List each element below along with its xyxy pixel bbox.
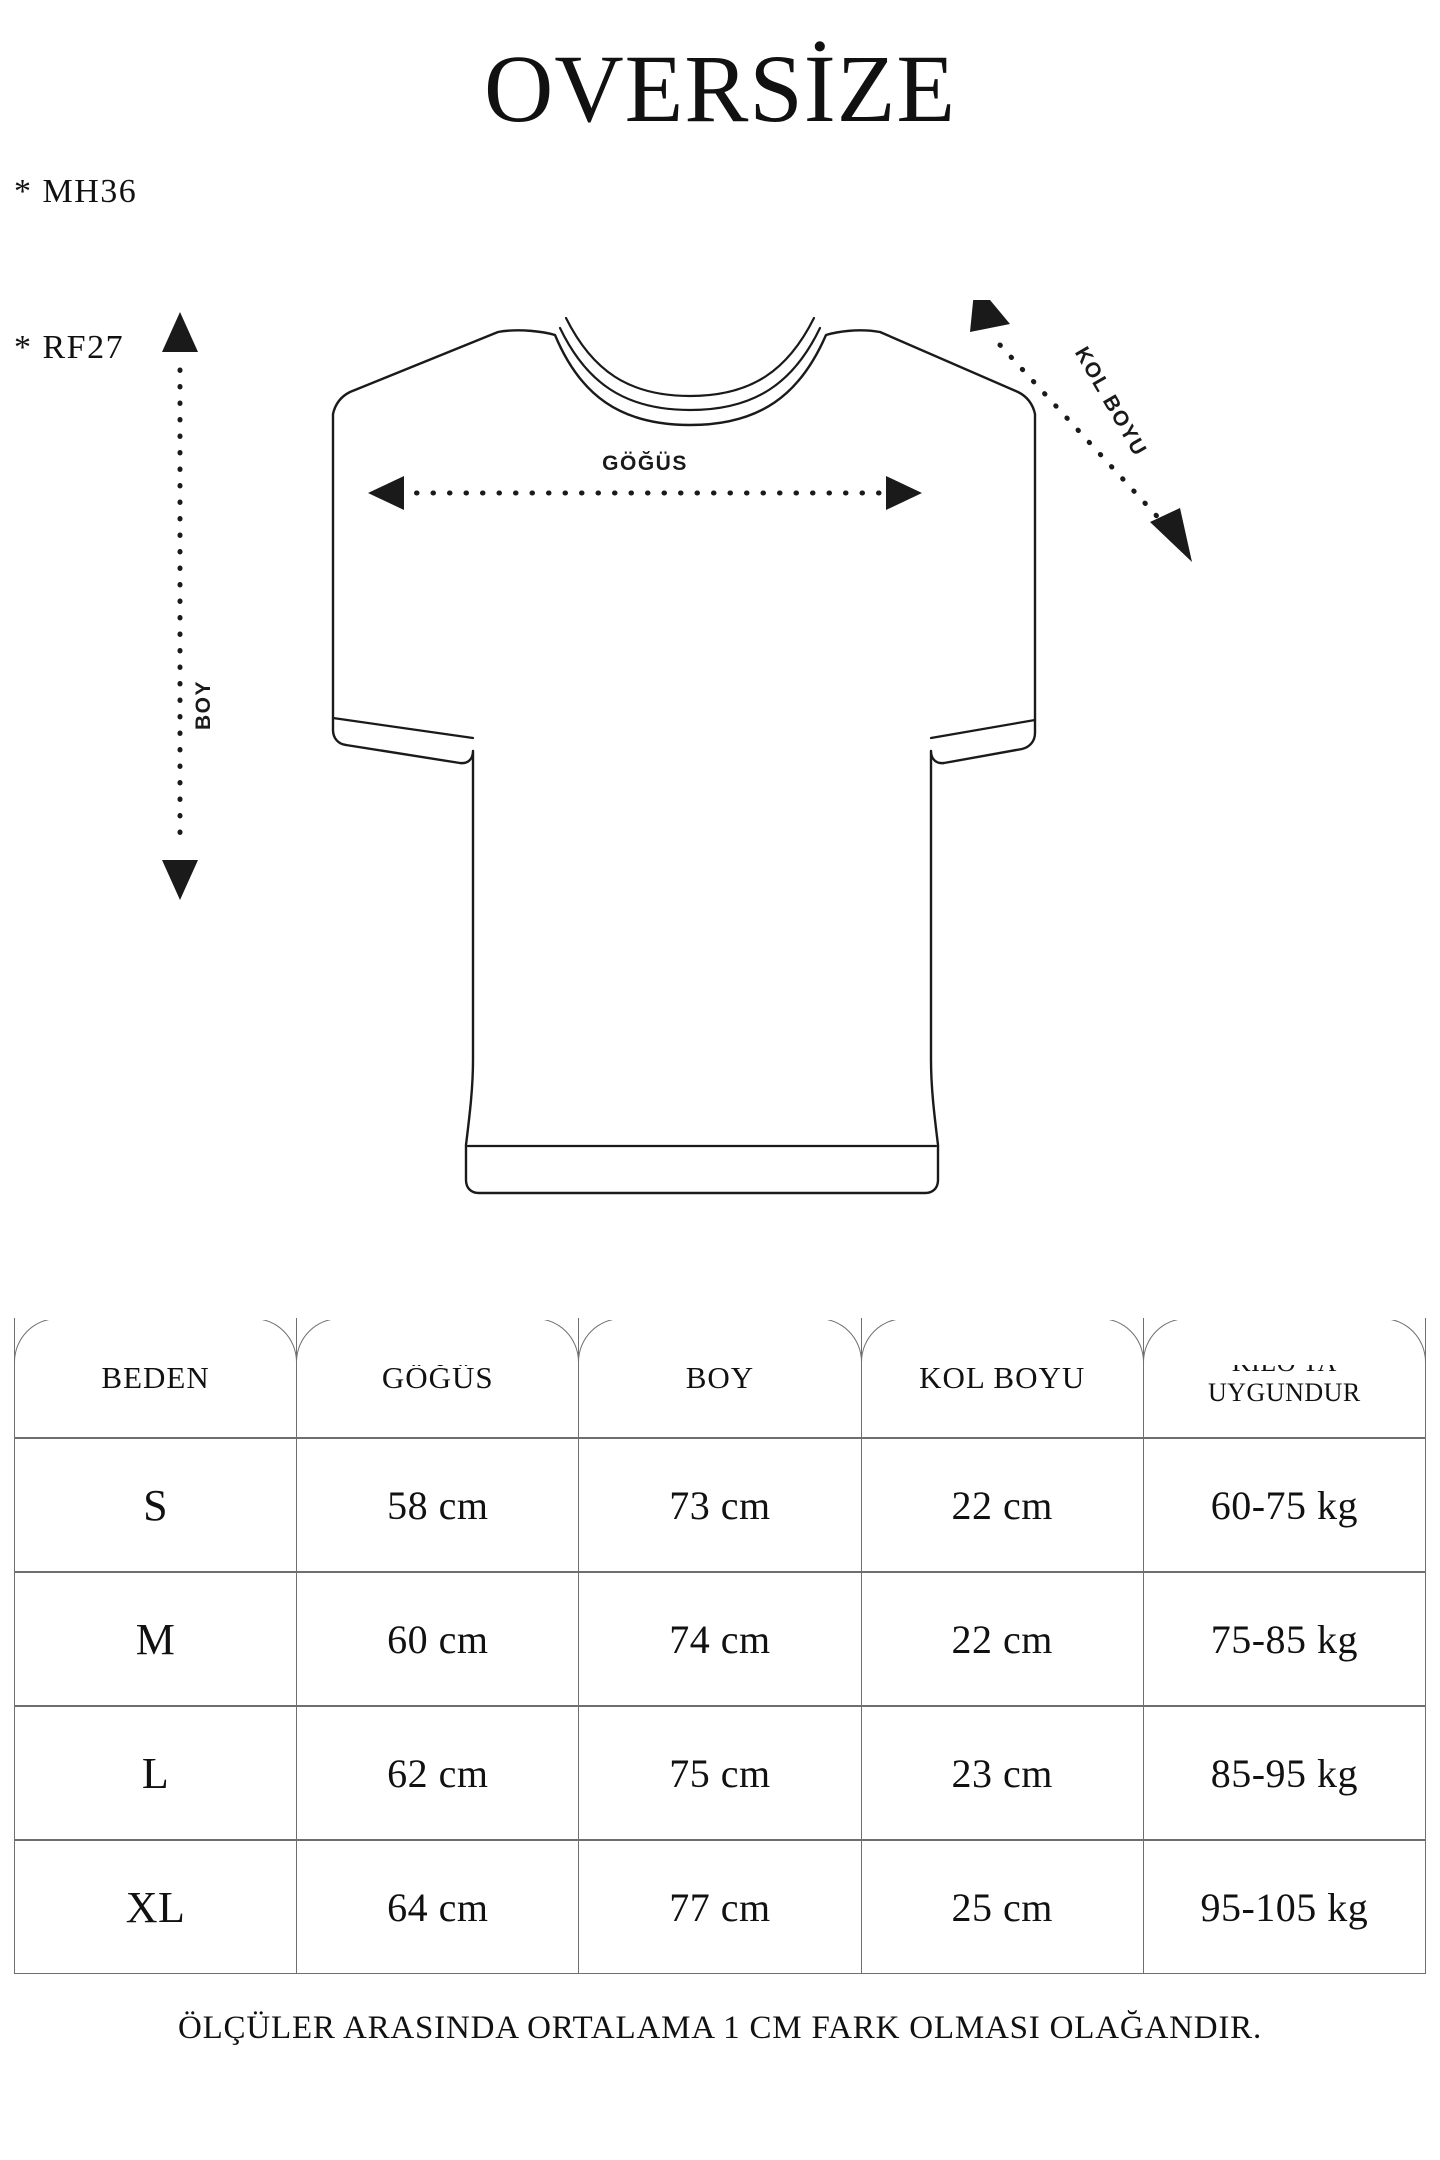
- column-header-gogus: GÖĞÜS: [296, 1317, 581, 1439]
- tshirt-measurement-diagram: GÖĞÜS BOY KOL BOYU: [0, 300, 1440, 1240]
- sleeve-arrow-top: [970, 300, 1010, 332]
- column-header-beden: BEDEN: [13, 1317, 298, 1439]
- cell-boy: 73 cm: [578, 1437, 862, 1573]
- cell-beden: S: [13, 1437, 298, 1573]
- chest-label: GÖĞÜS: [602, 451, 688, 475]
- column-header-kilo-line1: KİLO'YA: [1231, 1348, 1337, 1377]
- cell-gogus: 62 cm: [296, 1705, 580, 1841]
- table-header-row: BEDEN GÖĞÜS BOY KOL BOYU KİLO'YA UYGUNDU…: [13, 1317, 1427, 1439]
- cell-boy: 74 cm: [578, 1571, 862, 1707]
- cell-boy: 75 cm: [578, 1705, 862, 1841]
- page-title: OVERSİZE: [484, 35, 956, 142]
- size-chart-table: BEDEN GÖĞÜS BOY KOL BOYU KİLO'YA UYGUNDU…: [13, 1317, 1427, 1974]
- cell-kol-boyu: 25 cm: [860, 1839, 1144, 1974]
- chest-arrow-right: [886, 476, 922, 510]
- cell-kol-boyu: 22 cm: [860, 1437, 1144, 1573]
- table-row: XL 64 cm 77 cm 25 cm 95-105 kg: [13, 1839, 1427, 1974]
- length-arrow-top: [162, 312, 198, 352]
- cell-beden: M: [13, 1571, 298, 1707]
- cell-gogus: 64 cm: [296, 1839, 580, 1974]
- column-header-kol-boyu: KOL BOYU: [860, 1317, 1145, 1439]
- cell-beden: XL: [13, 1839, 298, 1974]
- page-header: * MH36 * RF27 OVERSİZE: [0, 0, 1440, 366]
- column-header-kol-boyu-label: KOL BOYU: [919, 1360, 1086, 1395]
- table-row: L 62 cm 75 cm 23 cm 85-95 kg: [13, 1705, 1427, 1841]
- column-header-beden-label: BEDEN: [101, 1360, 210, 1395]
- chest-dimension: GÖĞÜS: [368, 451, 922, 510]
- cell-kilo: 85-95 kg: [1142, 1705, 1427, 1841]
- product-code-1: * MH36: [14, 173, 138, 210]
- cell-kilo: 75-85 kg: [1142, 1571, 1427, 1707]
- cell-gogus: 58 cm: [296, 1437, 580, 1573]
- length-arrow-bottom: [162, 860, 198, 900]
- table-row: S 58 cm 73 cm 22 cm 60-75 kg: [13, 1437, 1427, 1573]
- cell-kilo: 95-105 kg: [1142, 1839, 1427, 1974]
- cell-gogus: 60 cm: [296, 1571, 580, 1707]
- measurement-tolerance-note: ÖLÇÜLER ARASINDA ORTALAMA 1 CM FARK OLMA…: [177, 2010, 1263, 2046]
- cell-boy: 77 cm: [578, 1839, 862, 1974]
- table-row: M 60 cm 74 cm 22 cm 75-85 kg: [13, 1571, 1427, 1707]
- cell-beden: L: [13, 1705, 298, 1841]
- chest-arrow-left: [368, 476, 404, 510]
- column-header-kilo: KİLO'YA UYGUNDUR: [1142, 1317, 1427, 1439]
- column-header-boy-label: BOY: [685, 1360, 755, 1395]
- cell-kol-boyu: 23 cm: [860, 1705, 1144, 1841]
- length-dimension: BOY: [162, 312, 215, 900]
- cell-kol-boyu: 22 cm: [860, 1571, 1144, 1707]
- cell-kilo: 60-75 kg: [1142, 1437, 1427, 1573]
- column-header-kilo-line2: UYGUNDUR: [1207, 1378, 1361, 1407]
- column-header-gogus-label: GÖĞÜS: [381, 1360, 494, 1395]
- sleeve-arrow-bottom: [1150, 508, 1192, 562]
- product-code-list: * MH36 * RF27: [14, 62, 137, 478]
- length-label: BOY: [192, 680, 215, 730]
- sleeve-label: KOL BOYU: [1070, 343, 1151, 461]
- product-code-2: * RF27: [14, 329, 125, 366]
- column-header-boy: BOY: [578, 1317, 863, 1439]
- tshirt-outline-group: [331, 316, 1037, 1195]
